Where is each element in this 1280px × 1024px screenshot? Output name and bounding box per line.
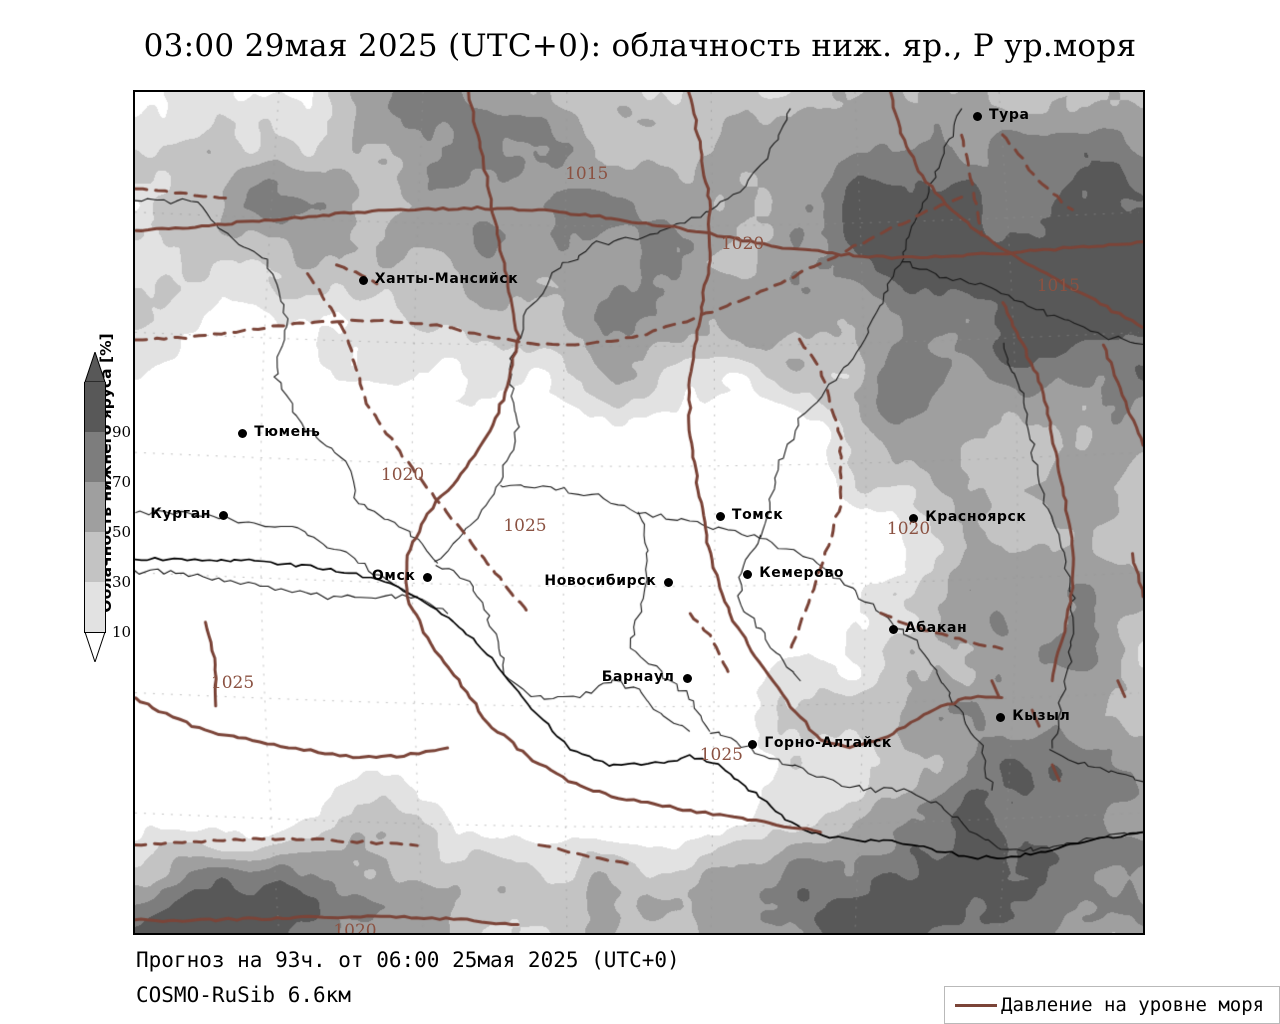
colorbar-tick-label: 50 xyxy=(112,523,132,541)
colorbar-segment xyxy=(84,432,106,482)
colorbar-segment xyxy=(84,532,106,582)
city-dot xyxy=(888,625,898,635)
isobar-label: 1020 xyxy=(720,233,765,254)
city-label: Тура xyxy=(988,106,1030,123)
city-label: Горно-Алтайск xyxy=(764,735,893,752)
colorbar-body: 90 70 50 30 10 xyxy=(84,352,131,662)
city-dot xyxy=(972,111,982,121)
city-label: Барнаул xyxy=(601,668,675,685)
colorbar-segment xyxy=(84,482,106,532)
colorbar-tick-label: 30 xyxy=(112,573,132,591)
colorbar-bottom-cap xyxy=(84,632,106,662)
colorbar-tick-label: 10 xyxy=(112,623,132,641)
pressure-line-swatch xyxy=(955,1003,997,1007)
city-label: Омск xyxy=(371,568,416,585)
city-dot xyxy=(909,513,919,523)
pressure-legend: Давление на уровне моря xyxy=(944,986,1280,1024)
city-dot xyxy=(219,510,229,520)
map-cloud-field xyxy=(135,92,1143,933)
city-dot xyxy=(748,740,758,750)
colorbar-tick-label: 70 xyxy=(112,473,132,491)
page-title: 03:00 29мая 2025 (UTC+0): облачность ниж… xyxy=(143,28,1137,64)
city-label: Новосибирск xyxy=(544,573,657,590)
city-label: Ханты-Мансийск xyxy=(374,270,519,287)
city-dot xyxy=(996,713,1006,723)
city-dot xyxy=(238,429,248,439)
weather-map: Тура Ханты-Мансийск Тюмень Курган Томск Красн… xyxy=(133,90,1145,935)
colorbar-tick xyxy=(84,632,106,633)
city-label: Тюмень xyxy=(254,424,321,441)
isobar-label: 1020 xyxy=(380,465,425,486)
model-info-line: COSMO-RuSib 6.6км xyxy=(136,983,351,1007)
city-label: Кемерово xyxy=(759,564,845,581)
isobar-label: 1020 xyxy=(333,920,377,935)
city-label: Абакан xyxy=(904,620,968,637)
city-label: Кызыл xyxy=(1012,708,1071,725)
isobar-label: 1025 xyxy=(503,516,547,537)
forecast-info-line: Прогноз на 93ч. от 06:00 25мая 2025 (UTC… xyxy=(136,948,680,972)
city-dot xyxy=(715,512,725,522)
city-dot xyxy=(682,673,692,683)
pressure-legend-label: Давление на уровне моря xyxy=(1001,994,1265,1016)
isobar-label: 1015 xyxy=(1036,276,1080,297)
colorbar-segment xyxy=(84,582,106,632)
colorbar-tick-label: 90 xyxy=(112,423,132,441)
colorbar-segment xyxy=(84,382,106,432)
colorbar-top-cap xyxy=(84,352,106,382)
colorbar: Облачность нижнего яруса [%] 90 70 50 30 10 xyxy=(48,333,136,662)
isobar-label: 1015 xyxy=(565,163,609,184)
isobar-label: 1025 xyxy=(210,672,255,693)
city-dot xyxy=(743,569,753,579)
isobar-label: 1025 xyxy=(699,745,743,766)
city-label: Красноярск xyxy=(925,508,1027,525)
city-label: Томск xyxy=(731,507,784,524)
city-dot xyxy=(664,578,674,588)
city-dot xyxy=(423,573,433,583)
city-label: Курган xyxy=(150,505,212,522)
isobar-label: 1020 xyxy=(886,518,931,539)
city-dot xyxy=(358,275,368,285)
